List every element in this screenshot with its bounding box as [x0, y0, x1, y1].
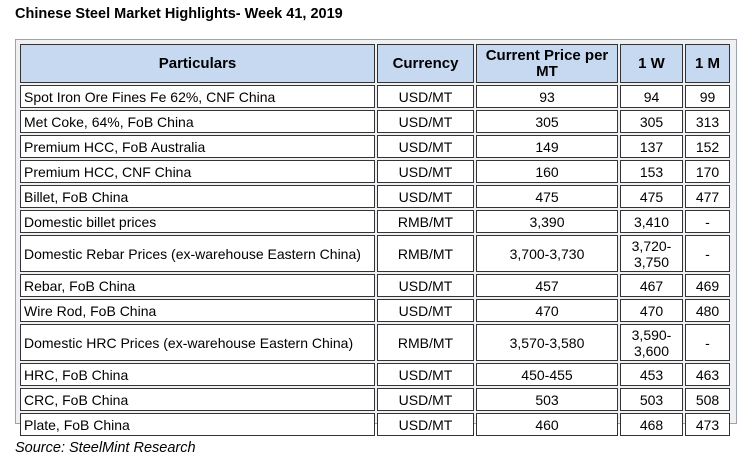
cell-1m: - [685, 235, 730, 272]
cell-particulars: Billet, FoB China [20, 185, 375, 208]
cell-1m: 152 [685, 135, 730, 158]
cell-1w: 503 [620, 388, 683, 411]
table-row: Domestic Rebar Prices (ex-warehouse East… [20, 235, 730, 272]
cell-1m: 463 [685, 363, 730, 386]
source-note: Source: SteelMint Research [15, 440, 196, 456]
cell-1w: 94 [620, 85, 683, 108]
cell-particulars: Rebar, FoB China [20, 274, 375, 297]
cell-current-price: 457 [476, 274, 618, 297]
cell-currency: USD/MT [377, 274, 474, 297]
cell-particulars: Premium HCC, CNF China [20, 160, 375, 183]
cell-1w: 470 [620, 299, 683, 322]
header-row: Particulars Currency Current Price per M… [20, 44, 730, 83]
cell-1w: 137 [620, 135, 683, 158]
header-currency: Currency [377, 44, 474, 83]
header-current-price: Current Price per MT [476, 44, 618, 83]
cell-1m: 477 [685, 185, 730, 208]
cell-current-price: 475 [476, 185, 618, 208]
cell-currency: USD/MT [377, 185, 474, 208]
cell-currency: USD/MT [377, 135, 474, 158]
table-row: Plate, FoB China USD/MT 460 468 473 [20, 413, 730, 436]
cell-currency: RMB/MT [377, 210, 474, 233]
cell-current-price: 503 [476, 388, 618, 411]
cell-1m: - [685, 210, 730, 233]
cell-current-price: 149 [476, 135, 618, 158]
table-row: Spot Iron Ore Fines Fe 62%, CNF China USD… [20, 85, 730, 108]
cell-1w: 3,410 [620, 210, 683, 233]
table-row: Rebar, FoB China USD/MT 457 467 469 [20, 274, 730, 297]
cell-particulars: Domestic Rebar Prices (ex-warehouse East… [20, 235, 375, 272]
table-row: Wire Rod, FoB China USD/MT 470 470 480 [20, 299, 730, 322]
cell-particulars: Premium HCC, FoB Australia [20, 135, 375, 158]
cell-current-price: 3,570-3,580 [476, 324, 618, 361]
cell-particulars: Plate, FoB China [20, 413, 375, 436]
cell-1w: 468 [620, 413, 683, 436]
cell-particulars: CRC, FoB China [20, 388, 375, 411]
table-row: Met Coke, 64%, FoB China USD/MT 305 305 313 [20, 110, 730, 133]
cell-1m: 480 [685, 299, 730, 322]
cell-current-price: 3,390 [476, 210, 618, 233]
cell-currency: USD/MT [377, 299, 474, 322]
cell-1m: 170 [685, 160, 730, 183]
cell-1w: 475 [620, 185, 683, 208]
cell-1m: 508 [685, 388, 730, 411]
cell-1m: 99 [685, 85, 730, 108]
cell-1m: 473 [685, 413, 730, 436]
table-row: Billet, FoB China USD/MT 475 475 477 [20, 185, 730, 208]
cell-1w: 153 [620, 160, 683, 183]
cell-1w: 305 [620, 110, 683, 133]
cell-currency: RMB/MT [377, 324, 474, 361]
cell-current-price: 460 [476, 413, 618, 436]
table-row: Premium HCC, FoB Australia USD/MT 149 137 15… [20, 135, 730, 158]
table-row: HRC, FoB China USD/MT 450-455 453 463 [20, 363, 730, 386]
cell-particulars: Domestic billet prices [20, 210, 375, 233]
table-row: CRC, FoB China USD/MT 503 503 508 [20, 388, 730, 411]
cell-1m: 313 [685, 110, 730, 133]
price-table: Particulars Currency Current Price per M… [18, 42, 732, 438]
cell-particulars: HRC, FoB China [20, 363, 375, 386]
cell-current-price: 450-455 [476, 363, 618, 386]
cell-particulars: Met Coke, 64%, FoB China [20, 110, 375, 133]
header-particulars: Particulars [20, 44, 375, 83]
cell-currency: USD/MT [377, 110, 474, 133]
cell-1m: 469 [685, 274, 730, 297]
cell-particulars: Wire Rod, FoB China [20, 299, 375, 322]
cell-currency: RMB/MT [377, 235, 474, 272]
cell-currency: USD/MT [377, 160, 474, 183]
table-row: Premium HCC, CNF China USD/MT 160 153 170 [20, 160, 730, 183]
cell-1m: - [685, 324, 730, 361]
cell-current-price: 3,700-3,730 [476, 235, 618, 272]
cell-particulars: Domestic HRC Prices (ex-warehouse Easter… [20, 324, 375, 361]
header-1w: 1 W [620, 44, 683, 83]
cell-current-price: 160 [476, 160, 618, 183]
cell-current-price: 470 [476, 299, 618, 322]
cell-currency: USD/MT [377, 85, 474, 108]
cell-particulars: Spot Iron Ore Fines Fe 62%, CNF China [20, 85, 375, 108]
cell-currency: USD/MT [377, 363, 474, 386]
cell-1w: 453 [620, 363, 683, 386]
cell-1w: 3,590-3,600 [620, 324, 683, 361]
table-row: Domestic billet prices RMB/MT 3,390 3,410- [20, 210, 730, 233]
cell-1w: 467 [620, 274, 683, 297]
page-title: Chinese Steel Market Highlights- Week 41… [15, 6, 343, 22]
header-1m: 1 M [685, 44, 730, 83]
cell-currency: USD/MT [377, 388, 474, 411]
cell-current-price: 93 [476, 85, 618, 108]
price-table-frame: Particulars Currency Current Price per M… [15, 39, 737, 436]
cell-1w: 3,720-3,750 [620, 235, 683, 272]
cell-currency: USD/MT [377, 413, 474, 436]
table-row: Domestic HRC Prices (ex-warehouse Easter… [20, 324, 730, 361]
cell-current-price: 305 [476, 110, 618, 133]
